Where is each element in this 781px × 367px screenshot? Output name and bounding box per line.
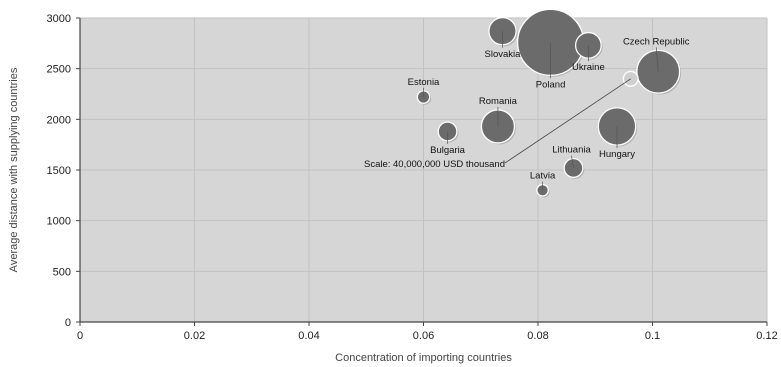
bubble-label-latvia: Latvia [530,171,556,182]
x-tick-label: 0.08 [527,330,548,342]
y-tick-label: 1500 [47,165,71,177]
y-tick-label: 2000 [47,114,71,126]
bubble-label-bulgaria: Bulgaria [430,145,466,156]
scale-label: Scale: 40,000,000 USD thousand [364,159,505,170]
scale-annotation: Scale: 40,000,000 USD thousand [364,70,639,170]
x-tick-label: 0.02 [184,330,205,342]
y-tick-label: 2500 [47,64,71,76]
bubble-label-hungary: Hungary [599,149,635,160]
y-axis-ticks: 0 500 1000 1500 2000 2500 3000 [47,13,80,329]
y-tick-label: 1000 [47,216,71,228]
leader-line-lithuania [571,155,574,169]
y-tick-label: 0 [65,317,71,329]
x-tick-label: 0.12 [756,330,777,342]
x-tick-label: 0.04 [298,330,319,342]
x-tick-label: 0.1 [645,330,660,342]
scale-leader-line [504,78,631,164]
y-axis-title: Average distance with supplying countrie… [8,67,20,272]
bubble-label-czech-republic: Czech Republic [623,36,690,47]
x-axis-ticks: 0 0.02 0.04 0.06 0.08 0.1 0.12 [77,322,778,342]
x-tick-label: 0.06 [413,330,434,342]
y-tick-label: 3000 [47,13,71,25]
leader-line-czech-republic [655,47,659,72]
bubble-label-poland: Poland [536,79,566,90]
x-tick-label: 0 [77,330,83,342]
bubble-label-ukraine: Ukraine [572,62,605,73]
bubble-labels: Slovakia Poland Ukraine Czech Republic Eston… [408,31,690,191]
bubble-label-estonia: Estonia [408,77,440,88]
x-axis-title: Concentration of importing countries [335,352,512,364]
bubble-label-romania: Romania [479,96,518,107]
y-tick-label: 500 [53,266,71,278]
bubble-label-lithuania: Lithuania [552,145,591,156]
bubble-label-slovakia: Slovakia [485,49,522,60]
